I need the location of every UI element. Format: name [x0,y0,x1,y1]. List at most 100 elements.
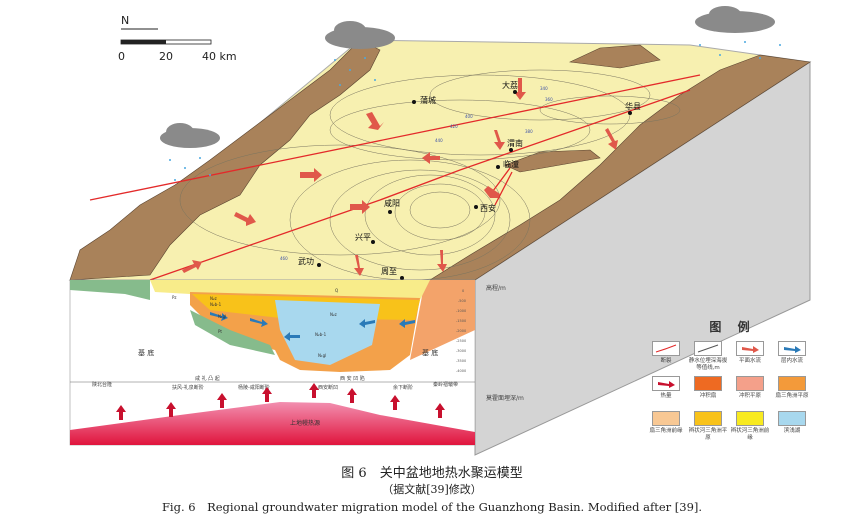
unit-label: N₁gl [218,314,226,319]
legend-label: 平面水流 [738,358,761,364]
svg-text:380: 380 [525,129,533,134]
elevation-ticks: 0 -500 -1000 -1500 -2000 -2500 -3000 -3500 -… [456,289,466,373]
legend-label: 热量 [660,393,672,399]
unit-label: Q [335,288,338,293]
legend-label: 扇三角洲平原 [775,393,809,399]
quaternary-layer [150,280,430,300]
heat-arrow-icon [652,376,680,391]
city-label: 周至 [381,267,397,276]
rain-drops [169,41,781,181]
fault-line-icon [652,341,680,356]
left-mountains [69,39,381,281]
svg-text:0: 0 [462,289,464,293]
svg-text:-500: -500 [458,299,466,303]
tectonic-label: 杨陵-咸阳断阶 [238,384,270,391]
svg-text:400: 400 [465,114,473,119]
svg-text:360: 360 [545,97,553,102]
legend-label: 扇三角洲前缘 [649,428,683,434]
tectonic-label: 陕北台隆 [92,381,112,388]
pt-layer [190,310,275,355]
legend-item: 冲积平原 [729,376,771,407]
swatch [736,376,764,391]
faults [89,74,701,281]
legend-item: 辫状河三角洲平原 [687,411,729,442]
contours [179,69,681,281]
city-label: 大荔 [502,80,518,90]
svg-text:0: 0 [118,50,125,63]
contour-line-icon [694,341,722,356]
legend-label: 断裂 [660,358,672,364]
right-strata [410,280,475,360]
svg-text:-1000: -1000 [456,309,466,313]
tectonic-label: 秦岭褶皱带 [433,381,458,388]
north-label: N [121,14,129,27]
legend-item: 扇三角洲平原 [771,376,813,407]
unit-label: N₁gl [318,353,326,358]
swatch [778,376,806,391]
svg-text:40 km: 40 km [202,50,237,63]
tectonic-label: 咸 礼 凸 起 [195,375,220,382]
unit-label: N₂b-1 [315,332,327,337]
tectonic-label: 西安断凹 [318,384,338,391]
legend-item: 滨浅湖 [771,411,813,442]
svg-text:460: 460 [280,256,288,261]
svg-text:340: 340 [540,86,548,91]
legend-item: 静水位埋深海拔等值线,m [687,341,729,372]
cloud-icon [160,6,775,148]
caption-cn-sub: （据文献[39]修改） [382,483,482,496]
caption-cn: 图 6 关中盆地地热水聚运模型 [341,466,523,481]
legend-item: 热量 [645,376,687,407]
legend-item: 层内水流 [771,341,813,372]
unit-label: Pt [218,329,222,334]
contour-labels: 340 360 380 400 420 440 460 [280,86,553,261]
svg-text:-3500: -3500 [456,359,466,363]
legend-label: 冲积扇 [699,393,717,399]
scale-bar: 0 20 40 km [118,39,237,63]
back-ridge [568,44,661,69]
unit-label: N₂b-1 [210,302,222,307]
legend: 图 例 断裂 静水位埋深海拔等值线,m 平面水流 层内水流热量 冲积扇 冲积平原 扇三角洲平… [645,318,820,442]
surface-flow-arrows [182,78,618,276]
legend-label: 滨浅湖 [783,428,801,434]
swatch [694,376,722,391]
unit-label: Pz [172,295,177,300]
city-label: 蒲城 [420,95,436,105]
svg-text:20: 20 [159,50,173,63]
tectonic-label: 扶风-礼泉断阶 [172,384,204,391]
legend-label: 辫状河三角洲平原 [688,428,728,441]
moho-axis-label: 莫霍面埋深/m [486,394,524,402]
red-arrow-icon [736,341,764,356]
city-label: 武功 [298,256,314,266]
svg-text:420: 420 [450,124,458,129]
elevation-axis-label: 高程/m [486,284,506,292]
layer-flow-arrows [210,312,415,341]
swatch [778,411,806,426]
svg-text:-2500: -2500 [456,339,466,343]
legend-item: 冲积扇 [687,376,729,407]
mantle-heat-source [70,402,475,445]
legend-label: 辫状河三角洲前缘 [730,428,770,441]
svg-text:-2000: -2000 [456,329,466,333]
city-label: 临潼 [503,159,519,169]
svg-text:-3000: -3000 [456,349,466,353]
svg-text:-4000: -4000 [456,369,466,373]
heat-arrows [116,383,445,420]
unit-label: N₂z [330,312,337,317]
blue-arrow-icon [778,341,806,356]
city-markers: 大荔 蒲城 华县 渭南 临潼 咸阳 西安 兴平 武功 周至 [298,80,641,280]
city-label: 咸阳 [384,198,400,208]
city-label: 华县 [625,101,641,111]
city-label: 渭南 [507,138,523,148]
heat-source-label: 上地幔热源 [290,419,320,427]
city-label: 兴平 [355,233,371,242]
legend-item: 扇三角洲前缘 [645,411,687,442]
lake-facies [275,300,380,365]
legend-label: 静水位埋深海拔等值线,m [688,358,728,371]
swatch [736,411,764,426]
svg-text:-1500: -1500 [456,319,466,323]
legend-label: 冲积平原 [738,393,761,399]
city-label: 西安 [480,203,496,213]
swatch [694,411,722,426]
legend-title: 图 例 [709,320,756,334]
